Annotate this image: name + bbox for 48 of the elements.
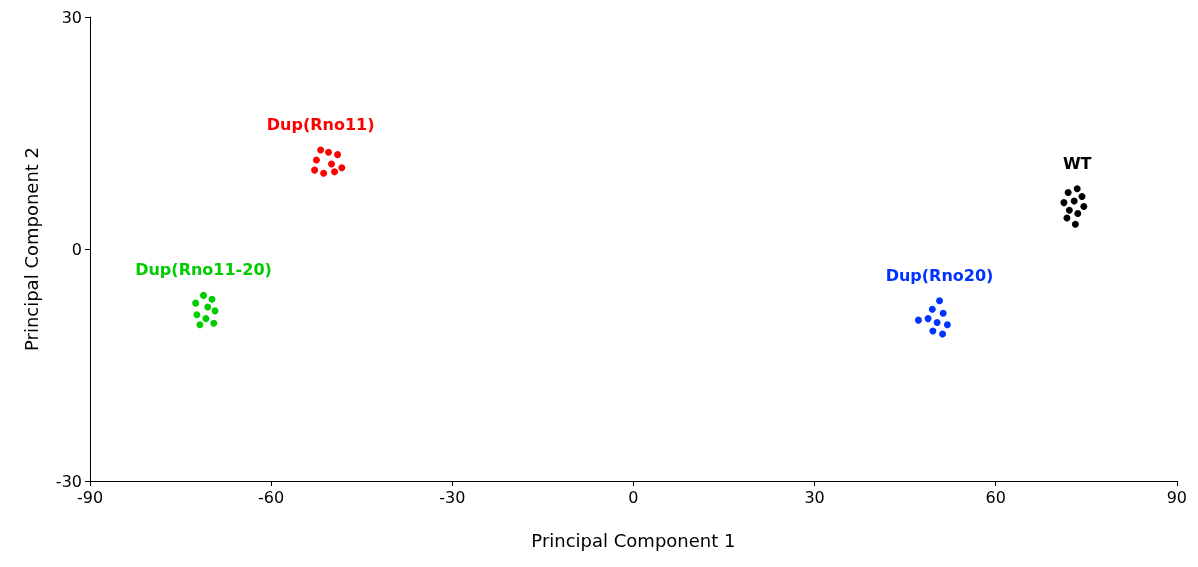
- point: [1073, 185, 1081, 193]
- point: [204, 303, 212, 311]
- series-label: Dup(Rno20): [885, 265, 994, 285]
- series-label: Dup(Rno11-20): [135, 260, 272, 280]
- point: [943, 321, 951, 329]
- point: [1065, 206, 1073, 214]
- x-tick-label: -30: [439, 487, 466, 507]
- point: [1071, 220, 1079, 228]
- point: [202, 315, 210, 323]
- point: [210, 319, 218, 327]
- point: [924, 315, 932, 323]
- point: [936, 297, 944, 305]
- x-tick-label: -60: [258, 487, 285, 507]
- point: [1080, 202, 1088, 210]
- point: [1078, 192, 1086, 200]
- point: [312, 156, 320, 164]
- point: [325, 148, 332, 156]
- y-axis-title: Principal Component 2: [20, 146, 42, 352]
- series-label: WT: [1062, 153, 1092, 173]
- point: [200, 291, 208, 299]
- point: [1070, 197, 1078, 205]
- y-tick-label: 0: [71, 239, 82, 259]
- point: [914, 316, 922, 324]
- point: [338, 164, 346, 172]
- point: [334, 151, 342, 159]
- series-label: Dup(Rno11): [266, 115, 375, 135]
- x-tick-label: 60: [985, 487, 1006, 507]
- point: [311, 166, 319, 174]
- point: [317, 146, 325, 154]
- x-tick-label: 30: [804, 487, 825, 507]
- point: [933, 318, 941, 326]
- point: [192, 299, 200, 307]
- point: [939, 309, 947, 317]
- y-tick-label: 30: [61, 7, 82, 27]
- point: [328, 160, 336, 168]
- point: [320, 169, 328, 177]
- x-tick-label: 90: [1166, 487, 1187, 507]
- x-tick-label: 0: [628, 487, 639, 507]
- point: [1060, 199, 1068, 207]
- point: [193, 311, 201, 319]
- point: [928, 305, 936, 313]
- point: [331, 168, 339, 176]
- point: [196, 321, 204, 329]
- x-axis-title: Principal Component 1: [531, 529, 736, 551]
- point: [939, 330, 947, 338]
- point: [1074, 209, 1082, 217]
- point: [208, 295, 216, 303]
- point: [1064, 189, 1072, 197]
